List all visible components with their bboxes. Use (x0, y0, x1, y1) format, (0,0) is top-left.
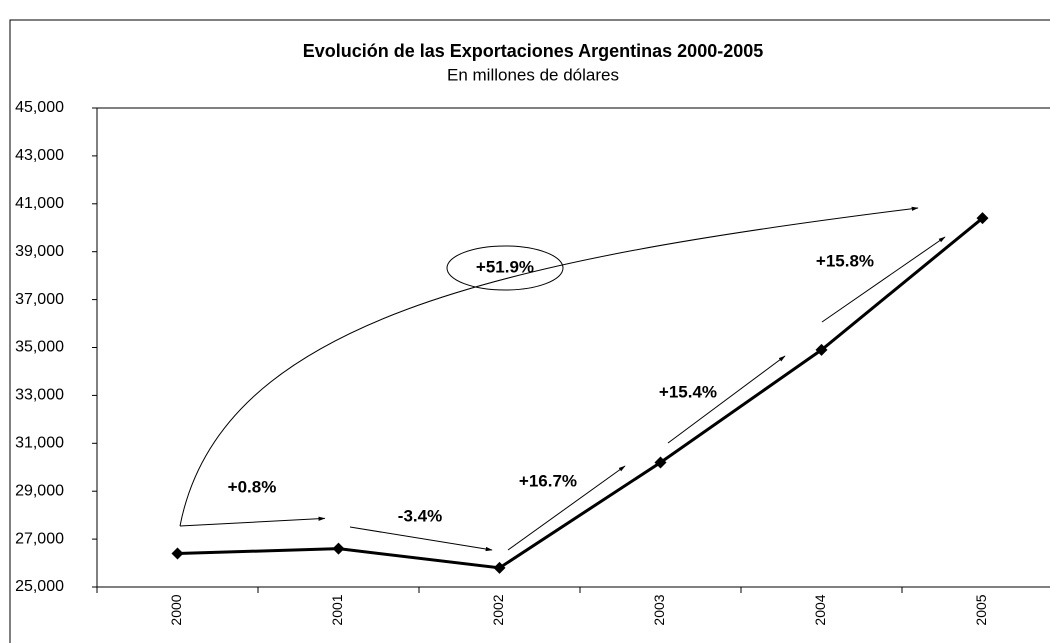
y-tick-label: 35,000 (15, 339, 64, 356)
annotation: +15.4% (659, 382, 717, 401)
y-tick-label: 39,000 (15, 243, 64, 260)
y-tick-label: 29,000 (15, 482, 64, 499)
y-tick-label: 25,000 (15, 578, 64, 595)
x-tick-label: 2003 (651, 594, 667, 625)
y-tick-label: 43,000 (15, 147, 64, 164)
annotation: +51.9% (476, 257, 534, 276)
marker (976, 212, 989, 225)
y-tick-label: 45,000 (15, 99, 64, 116)
y-tick-label: 31,000 (15, 435, 64, 452)
marker (493, 561, 506, 574)
annotation: +15.8% (816, 251, 874, 270)
y-tick-label: 27,000 (15, 530, 64, 547)
plot-area (96, 107, 1050, 588)
marker (171, 547, 184, 560)
marker (815, 343, 828, 356)
y-tick-label: 37,000 (15, 291, 64, 308)
chart-border (9, 19, 1050, 643)
x-tick-label: 2002 (490, 594, 506, 625)
y-tick-label: 41,000 (15, 195, 64, 212)
annotation-ellipse (446, 245, 564, 291)
x-tick-label: 2000 (168, 594, 184, 625)
marker (654, 456, 667, 469)
annotation: -3.4% (398, 506, 442, 525)
annotation: +0.8% (228, 477, 277, 496)
chart-title: Evolución de las Exportaciones Argentina… (303, 41, 764, 61)
marker (332, 542, 345, 555)
annotation: +16.7% (519, 471, 577, 490)
line (177, 217, 984, 570)
arrows (179, 206, 946, 552)
chart-subtitle: En millones de dólares (447, 65, 619, 84)
y-tick-label: 33,000 (15, 387, 64, 404)
x-tick-label: 2004 (812, 594, 828, 625)
x-tick-label: 2001 (329, 594, 345, 625)
x-tick-label: 2005 (973, 594, 989, 625)
